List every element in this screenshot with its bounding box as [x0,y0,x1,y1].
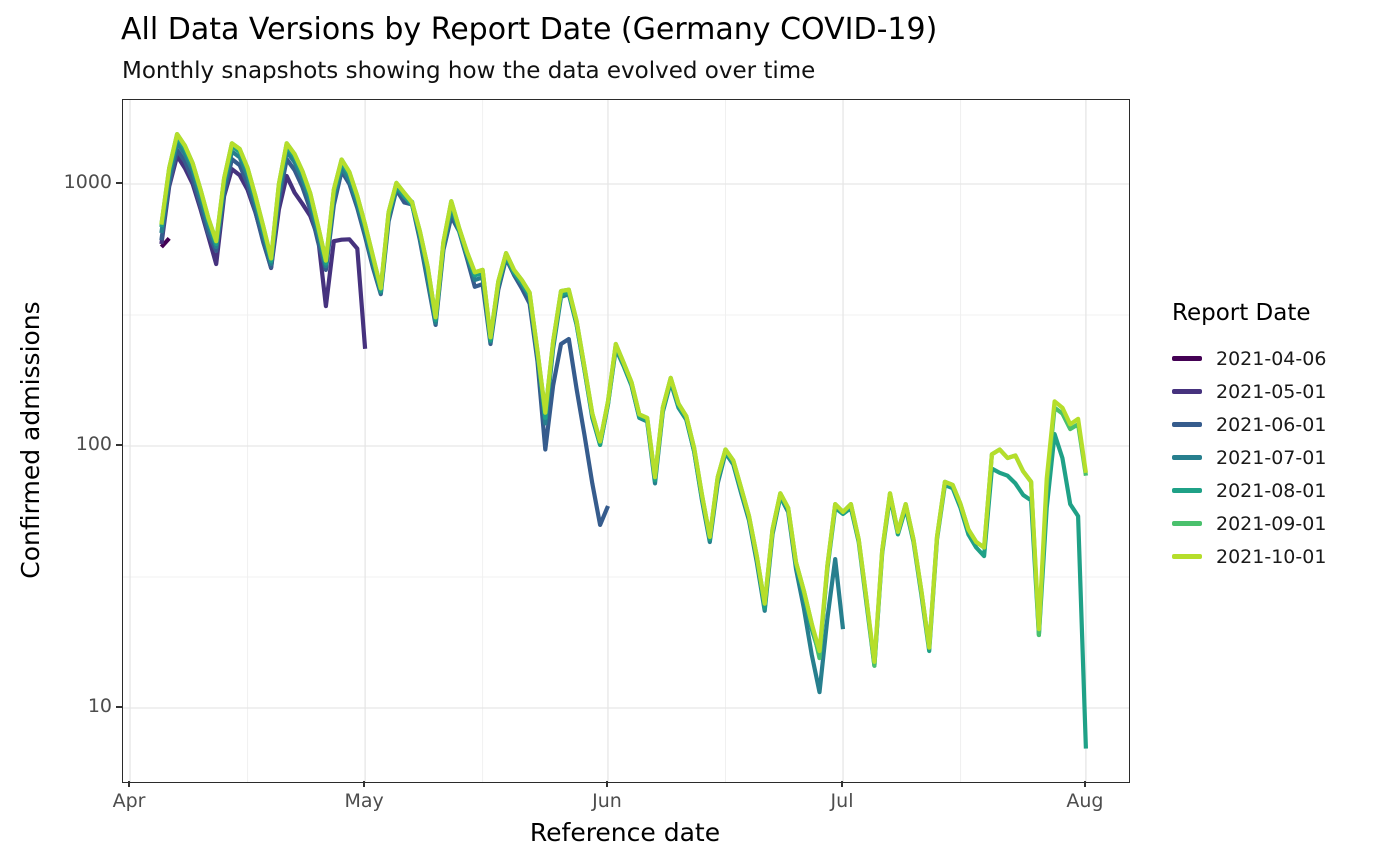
legend: Report Date 2021-04-06 2021-05-01 2021-06-… [1172,300,1326,573]
y-axis-title: Confirmed admissions [16,301,45,579]
x-tick-label: Aug [1066,790,1104,812]
legend-swatch-icon [1172,356,1202,361]
legend-swatch-icon [1172,554,1202,559]
legend-item-2021-07-01: 2021-07-01 [1172,441,1326,474]
y-tick-label: 1000 [63,170,112,193]
legend-label: 2021-04-06 [1216,347,1327,370]
series-line-2021-10-01 [159,131,1088,665]
legend-swatch-icon [1172,422,1202,427]
legend-label: 2021-05-01 [1216,380,1327,403]
legend-swatch-icon [1172,488,1202,493]
legend-swatch-icon [1172,455,1202,460]
legend-swatch-icon [1172,389,1202,394]
legend-label: 2021-08-01 [1216,479,1327,502]
plot-canvas [123,100,1129,782]
series-line-2021-04-06 [159,236,171,249]
legend-item-2021-04-06: 2021-04-06 [1172,342,1326,375]
x-tick-mark [363,781,365,787]
legend-swatch-icon [1172,521,1202,526]
x-axis-title: Reference date [529,818,721,847]
legend-item-2021-06-01: 2021-06-01 [1172,408,1326,441]
y-tick-mark [116,706,122,708]
x-tick-label: May [344,790,384,812]
legend-item-2021-05-01: 2021-05-01 [1172,375,1326,408]
legend-item-2021-10-01: 2021-10-01 [1172,540,1326,573]
plot-panel [122,99,1130,783]
x-tick-mark [128,781,130,787]
series-line-2021-06-01 [159,147,610,527]
legend-items: 2021-04-06 2021-05-01 2021-06-01 2021-07-01… [1172,342,1326,573]
legend-label: 2021-10-01 [1216,545,1327,568]
y-tick-label: 10 [87,695,112,717]
chart-subtitle: Monthly snapshots showing how the data e… [122,58,816,84]
x-tick-label: Jun [592,790,622,812]
series-line-2021-08-01 [159,134,1088,749]
legend-label: 2021-07-01 [1216,446,1327,469]
chart-title: All Data Versions by Report Date (German… [121,12,938,47]
series-line-2021-09-01 [159,131,1088,668]
y-tick-label: 100 [75,433,112,455]
legend-item-2021-09-01: 2021-09-01 [1172,507,1326,540]
legend-label: 2021-06-01 [1216,413,1327,436]
legend-label: 2021-09-01 [1216,512,1327,535]
x-tick-label: Apr [112,790,146,812]
x-tick-label: Jul [830,790,854,812]
y-tick-mark [116,444,122,446]
x-tick-mark [606,781,608,787]
x-tick-mark [841,781,843,787]
x-tick-mark [1084,781,1086,787]
y-tick-mark [116,182,122,184]
legend-item-2021-08-01: 2021-08-01 [1172,474,1326,507]
legend-title: Report Date [1172,300,1311,326]
